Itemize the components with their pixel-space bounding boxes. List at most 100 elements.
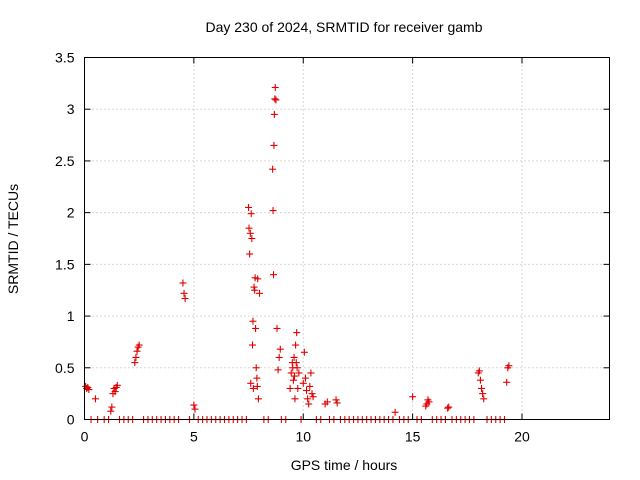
data-point	[247, 379, 255, 387]
y-tick-label: 1	[67, 308, 75, 324]
data-point	[250, 283, 258, 291]
data-point	[479, 390, 487, 398]
data-point	[91, 395, 99, 403]
y-tick-label: 2.5	[55, 153, 75, 169]
grid	[84, 57, 610, 420]
data-point	[480, 395, 488, 403]
data-point	[270, 271, 277, 279]
data-point	[305, 400, 313, 408]
data-point	[269, 165, 277, 173]
data-point	[256, 289, 263, 297]
data-point	[503, 378, 511, 386]
axis-ticks	[84, 57, 610, 420]
data-point	[391, 408, 399, 416]
data-point	[292, 341, 300, 349]
y-tick-label: 0	[67, 412, 75, 428]
data-point	[445, 403, 453, 411]
data-point	[300, 348, 308, 356]
y-tick-label: 3	[67, 101, 75, 117]
data-point	[323, 398, 331, 406]
data-point	[295, 369, 303, 377]
data-point	[275, 353, 283, 361]
data-point	[286, 384, 294, 392]
y-axis-label: SRMTID / TECUs	[5, 184, 21, 294]
data-point	[475, 367, 483, 375]
data-point	[444, 404, 452, 412]
data-point	[247, 210, 255, 218]
data-point	[269, 207, 277, 215]
data-point	[181, 294, 189, 302]
data-point	[111, 388, 119, 396]
data-point	[505, 362, 513, 370]
data-point	[276, 345, 284, 353]
data-point	[254, 395, 262, 403]
plot-frame	[84, 57, 610, 420]
data-point	[306, 382, 314, 390]
chart-title: Day 230 of 2024, SRMTID for receiver gam…	[205, 19, 482, 35]
y-tick-label: 0.5	[55, 360, 75, 376]
data-point	[293, 364, 301, 372]
data-point	[273, 324, 281, 332]
data-point	[409, 393, 417, 401]
data-point	[274, 366, 282, 374]
data-point	[107, 407, 115, 415]
data-point	[289, 376, 297, 384]
data-point	[253, 374, 261, 382]
data-point	[179, 279, 187, 287]
data-point	[252, 324, 260, 332]
data-point	[246, 250, 254, 258]
x-tick-label: 10	[295, 429, 311, 445]
data-point	[254, 275, 262, 283]
data-point	[309, 393, 317, 401]
data-point	[270, 110, 278, 118]
data-points	[82, 83, 513, 423]
y-tick-label: 3.5	[55, 50, 75, 66]
y-tick-label: 1.5	[55, 256, 75, 272]
data-point	[85, 386, 93, 394]
data-point	[246, 229, 254, 237]
data-point	[290, 353, 298, 361]
x-axis-label: GPS time / hours	[291, 457, 398, 473]
data-point	[251, 286, 259, 294]
data-point	[245, 224, 253, 232]
data-point	[245, 203, 253, 211]
data-point	[252, 364, 260, 372]
data-point	[478, 384, 486, 392]
data-point	[271, 83, 279, 91]
data-point	[248, 235, 256, 242]
data-point	[270, 141, 278, 149]
data-point	[287, 369, 295, 377]
data-point	[301, 374, 309, 382]
x-tick-label: 0	[81, 429, 89, 445]
data-point	[271, 95, 279, 103]
data-point	[333, 399, 341, 407]
data-point	[308, 390, 316, 398]
data-point	[332, 396, 340, 404]
x-tick-label: 15	[405, 429, 421, 445]
data-point	[108, 403, 116, 411]
data-point	[294, 384, 302, 392]
data-point	[272, 96, 280, 104]
data-point	[131, 359, 139, 367]
data-point	[425, 398, 433, 406]
tick-labels: 0 5 10 15 20 0 0.5 1 1.5 2 2.5 3 3.5	[55, 50, 530, 445]
data-point	[293, 329, 301, 337]
data-point	[291, 395, 299, 403]
data-point	[132, 353, 140, 361]
data-point	[299, 379, 307, 387]
data-point	[180, 289, 188, 297]
data-point	[307, 369, 315, 377]
data-point	[303, 387, 311, 395]
data-point	[190, 401, 198, 409]
data-point	[249, 384, 257, 392]
data-point	[135, 341, 143, 349]
data-point	[476, 376, 484, 384]
data-point	[249, 317, 257, 325]
y-tick-label: 2	[67, 205, 75, 221]
data-point	[253, 382, 261, 390]
data-point	[191, 405, 199, 413]
x-tick-label: 5	[190, 429, 198, 445]
data-point	[113, 381, 121, 389]
data-point	[304, 395, 312, 403]
